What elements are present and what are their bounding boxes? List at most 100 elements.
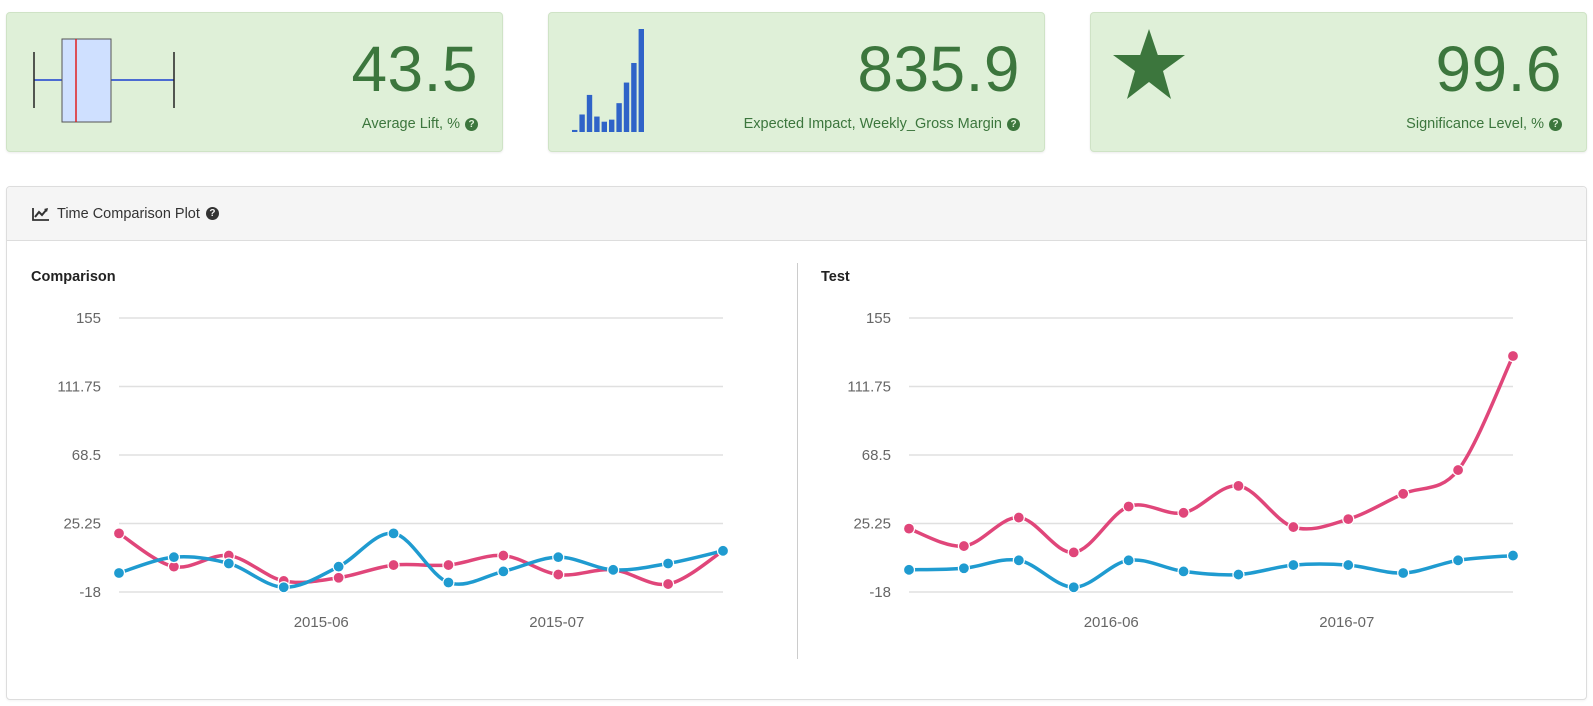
panel-heading: Time Comparison Plot ? xyxy=(7,187,1586,241)
data-point[interactable] xyxy=(607,563,620,576)
kpi-label: Significance Level, % ? xyxy=(1406,116,1562,132)
data-point[interactable] xyxy=(167,551,181,564)
kpi-card-significance: 99.6 Significance Level, % ? xyxy=(1090,12,1587,152)
y-tick-label: 68.5 xyxy=(72,447,101,464)
kpi-label: Expected Impact, Weekly_Gross Margin ? xyxy=(744,116,1020,132)
time-comparison-panel: Time Comparison Plot ? Comparison Test 1… xyxy=(6,186,1587,700)
star-icon xyxy=(1113,29,1185,99)
data-point[interactable] xyxy=(112,566,126,580)
y-tick-label: 68.5 xyxy=(862,447,891,464)
data-point[interactable] xyxy=(1506,549,1520,562)
sparkline-bar xyxy=(631,62,637,132)
y-tick-label: 25.25 xyxy=(63,516,101,533)
x-tick-label: 2015-07 xyxy=(529,614,584,631)
sparkline-bar xyxy=(579,114,585,132)
data-point[interactable] xyxy=(1122,554,1135,567)
data-point[interactable] xyxy=(1342,558,1355,572)
data-point[interactable] xyxy=(1287,520,1300,534)
chart-title-comparison: Comparison xyxy=(31,269,116,285)
data-point[interactable] xyxy=(552,551,565,564)
data-point[interactable] xyxy=(1067,581,1080,594)
sparkline-bar xyxy=(601,121,607,132)
series-line xyxy=(117,531,725,587)
data-point[interactable] xyxy=(442,576,455,589)
y-tick-label: -18 xyxy=(79,584,101,601)
sparkline-bar xyxy=(616,103,622,132)
y-tick-label: 155 xyxy=(76,310,101,327)
sparkline-bar xyxy=(638,29,644,132)
y-tick-label: 111.75 xyxy=(57,379,101,396)
data-point[interactable] xyxy=(1012,554,1025,567)
data-point[interactable] xyxy=(1177,565,1190,578)
help-icon[interactable]: ? xyxy=(1549,117,1562,131)
data-point[interactable] xyxy=(902,563,916,576)
data-point[interactable] xyxy=(957,539,971,553)
x-tick-label: 2016-06 xyxy=(1084,614,1139,631)
data-point[interactable] xyxy=(661,557,675,570)
data-point[interactable] xyxy=(222,557,235,570)
sparkline-bar xyxy=(586,94,593,132)
kpi-value: 835.9 xyxy=(857,33,1020,105)
y-tick-label: 155 xyxy=(866,310,891,327)
sparkline-bar xyxy=(609,119,615,132)
data-point[interactable] xyxy=(902,522,916,535)
boxplot-box xyxy=(61,38,112,123)
data-point[interactable] xyxy=(1177,506,1190,519)
bar-sparkline-icon xyxy=(572,29,644,132)
data-point[interactable] xyxy=(1397,487,1410,500)
data-point[interactable] xyxy=(661,577,675,591)
x-tick-label: 2016-07 xyxy=(1319,614,1374,631)
chart-divider xyxy=(797,263,798,659)
kpi-label-text: Average Lift, % xyxy=(361,116,460,132)
data-point[interactable] xyxy=(497,549,510,562)
sparkline-bar xyxy=(623,82,630,132)
data-point[interactable] xyxy=(1451,463,1465,477)
help-icon[interactable]: ? xyxy=(205,207,219,220)
data-point[interactable] xyxy=(1122,500,1135,513)
data-point[interactable] xyxy=(1506,349,1520,363)
data-point[interactable] xyxy=(552,568,565,581)
kpi-label-text: Significance Level, % xyxy=(1406,116,1544,132)
data-point[interactable] xyxy=(332,560,345,573)
series-line xyxy=(117,531,725,589)
kpi-value: 43.5 xyxy=(351,33,478,105)
data-point[interactable] xyxy=(387,558,400,572)
help-icon[interactable]: ? xyxy=(1007,117,1020,131)
data-point[interactable] xyxy=(1232,479,1245,492)
kpi-label: Average Lift, % ? xyxy=(362,116,478,132)
data-point[interactable] xyxy=(387,527,400,540)
boxplot-icon xyxy=(33,38,175,123)
kpi-label-text: Expected Impact, Weekly_Gross Margin xyxy=(743,116,1002,132)
test-line-chart: 155 111.75 68.5 25.25 -18 2016-06 2016-07 xyxy=(847,310,1520,631)
comparison-line-chart: 155 111.75 68.5 25.25 -18 2015-06 2015-07 xyxy=(57,310,730,631)
y-tick-label: 25.25 xyxy=(853,516,891,533)
line-chart-icon xyxy=(32,207,49,221)
data-point[interactable] xyxy=(1232,568,1245,581)
panel-title: Time Comparison Plot xyxy=(57,205,200,222)
data-point[interactable] xyxy=(332,571,345,584)
data-point[interactable] xyxy=(1067,546,1080,559)
chart-title-test: Test xyxy=(821,269,850,285)
data-point[interactable] xyxy=(1397,566,1410,580)
sparkline-bar xyxy=(594,116,600,132)
x-tick-label: 2015-06 xyxy=(294,614,349,631)
data-point[interactable] xyxy=(716,544,730,557)
data-point[interactable] xyxy=(497,565,510,578)
kpi-card-average-lift: 43.5 Average Lift, % ? xyxy=(6,12,503,152)
data-point[interactable] xyxy=(957,562,971,575)
data-point[interactable] xyxy=(1342,513,1355,526)
data-point[interactable] xyxy=(1012,511,1025,524)
help-icon[interactable]: ? xyxy=(465,117,478,131)
y-tick-label: -18 xyxy=(869,584,891,601)
data-point[interactable] xyxy=(277,581,290,594)
sparkline-bar xyxy=(572,129,578,132)
data-point[interactable] xyxy=(442,558,455,572)
data-point[interactable] xyxy=(1451,554,1465,567)
kpi-card-expected-impact: 835.9 Expected Impact, Weekly_Gross Marg… xyxy=(548,12,1045,152)
data-point[interactable] xyxy=(112,527,126,540)
series-line xyxy=(907,553,1515,589)
kpi-value: 99.6 xyxy=(1435,33,1562,105)
star-shape xyxy=(1113,29,1185,99)
y-tick-label: 111.75 xyxy=(847,379,891,396)
data-point[interactable] xyxy=(1287,558,1300,572)
